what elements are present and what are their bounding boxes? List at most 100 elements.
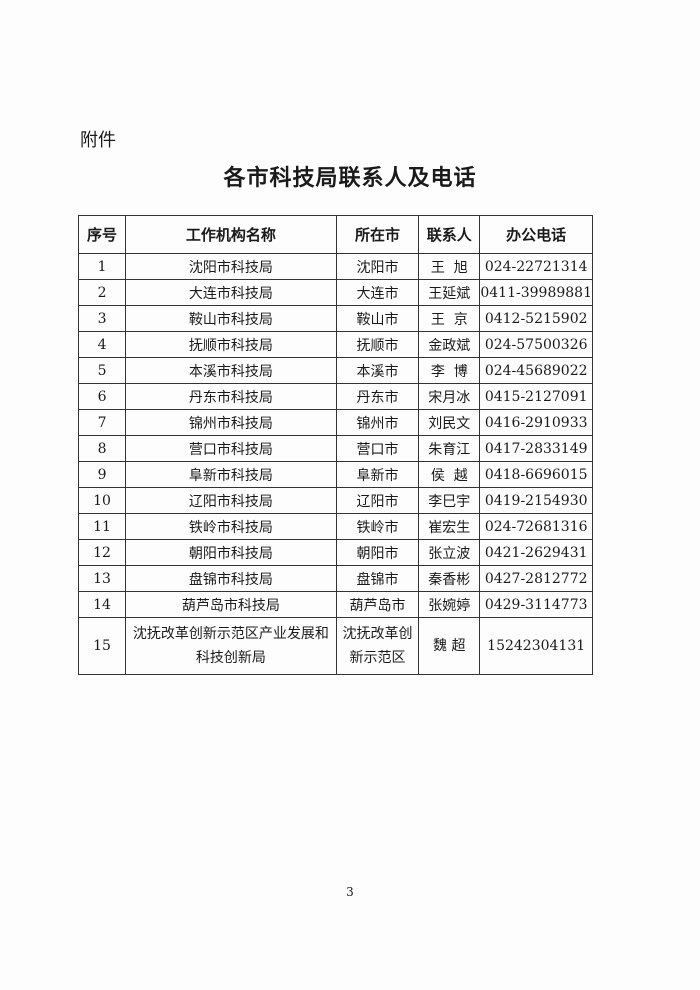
cell-contact: 魏 超 <box>418 617 481 675</box>
cell-city: 朝阳市 <box>335 539 420 566</box>
header-phone: 办公电话 <box>479 215 593 254</box>
page-number: 3 <box>346 885 354 899</box>
cell-phone: 0415-2127091 <box>479 383 593 410</box>
cell-index: 4 <box>77 331 127 358</box>
table-row: 11 铁岭市科技局 铁岭市 崔宏生 024-72681316 <box>77 513 593 540</box>
cell-index: 1 <box>77 253 127 280</box>
cell-index: 3 <box>77 305 127 332</box>
cell-index: 14 <box>77 591 127 618</box>
header-org: 工作机构名称 <box>125 215 337 254</box>
cell-phone: 0427-2812772 <box>479 565 593 592</box>
table-row: 7 锦州市科技局 锦州市 刘民文 0416-2910933 <box>77 409 593 436</box>
cell-org: 锦州市科技局 <box>125 409 337 436</box>
cell-index: 10 <box>77 487 127 514</box>
cell-contact: 王 京 <box>418 305 481 332</box>
cell-org: 抚顺市科技局 <box>125 331 337 358</box>
cell-org: 铁岭市科技局 <box>125 513 337 540</box>
table-row: 14 葫芦岛市科技局 葫芦岛市 张婉婷 0429-3114773 <box>77 591 593 618</box>
cell-city: 沈抚改革创新示范区 <box>335 617 420 675</box>
cell-contact: 张婉婷 <box>418 591 481 618</box>
cell-contact: 金政斌 <box>418 331 481 358</box>
table-row: 6 丹东市科技局 丹东市 宋月冰 0415-2127091 <box>77 383 593 410</box>
cell-contact: 王延斌 <box>418 279 481 306</box>
cell-org: 营口市科技局 <box>125 435 337 462</box>
cell-city: 葫芦岛市 <box>335 591 420 618</box>
contact-table: 序号 工作机构名称 所在市 联系人 办公电话 1 沈阳市科技局 沈阳市王 旭 024-… <box>77 215 593 675</box>
cell-org: 阜新市科技局 <box>125 461 337 488</box>
table-row: 8 营口市科技局 营口市 朱育江 0417-2833149 <box>77 435 593 462</box>
cell-org: 盘锦市科技局 <box>125 565 337 592</box>
cell-phone: 0417-2833149 <box>479 435 593 462</box>
cell-contact: 张立波 <box>418 539 481 566</box>
cell-contact: 李 博 <box>418 357 481 384</box>
table-header-row: 序号 工作机构名称 所在市 联系人 办公电话 <box>77 215 593 254</box>
cell-city: 鞍山市 <box>335 305 420 332</box>
cell-city: 盘锦市 <box>335 565 420 592</box>
cell-phone: 024-57500326 <box>479 331 593 358</box>
cell-phone: 0429-3114773 <box>479 591 593 618</box>
cell-index: 6 <box>77 383 127 410</box>
table-row: 12 朝阳市科技局 朝阳市 张立波 0421-2629431 <box>77 539 593 566</box>
cell-org: 辽阳市科技局 <box>125 487 337 514</box>
cell-org: 本溪市科技局 <box>125 357 337 384</box>
attachment-label: 附件 <box>80 130 116 151</box>
cell-phone: 024-72681316 <box>479 513 593 540</box>
cell-index: 9 <box>77 461 127 488</box>
cell-contact: 王 旭 <box>418 253 481 280</box>
cell-index: 5 <box>77 357 127 384</box>
cell-index: 13 <box>77 565 127 592</box>
cell-phone: 0418-6696015 <box>479 461 593 488</box>
cell-index: 7 <box>77 409 127 436</box>
cell-city: 抚顺市 <box>335 331 420 358</box>
cell-org: 沈阳市科技局 <box>125 253 337 280</box>
cell-contact: 宋月冰 <box>418 383 481 410</box>
cell-city: 丹东市 <box>335 383 420 410</box>
cell-org: 朝阳市科技局 <box>125 539 337 566</box>
header-contact: 联系人 <box>418 215 481 254</box>
cell-index: 11 <box>77 513 127 540</box>
table-row: 3 鞍山市科技局 鞍山市王 京 0412-5215902 <box>77 305 593 332</box>
cell-org: 大连市科技局 <box>125 279 337 306</box>
header-city: 所在市 <box>335 215 420 254</box>
cell-org: 葫芦岛市科技局 <box>125 591 337 618</box>
cell-phone: 0411-39989881 <box>479 279 593 306</box>
cell-phone: 024-22721314 <box>479 253 593 280</box>
cell-contact: 李巳宇 <box>418 487 481 514</box>
table-row: 2 大连市科技局 大连市 王延斌 0411-39989881 <box>77 279 593 306</box>
cell-city: 本溪市 <box>335 357 420 384</box>
cell-city: 营口市 <box>335 435 420 462</box>
cell-index: 2 <box>77 279 127 306</box>
cell-phone: 0416-2910933 <box>479 409 593 436</box>
table-row: 9 阜新市科技局 阜新市侯 越 0418-6696015 <box>77 461 593 488</box>
cell-city: 大连市 <box>335 279 420 306</box>
header-index: 序号 <box>77 215 127 254</box>
page-title: 各市科技局联系人及电话 <box>223 165 477 191</box>
cell-contact: 侯 越 <box>418 461 481 488</box>
cell-phone: 0421-2629431 <box>479 539 593 566</box>
cell-phone: 0419-2154930 <box>479 487 593 514</box>
table-row: 4 抚顺市科技局 抚顺市 金政斌 024-57500326 <box>77 331 593 358</box>
cell-city: 锦州市 <box>335 409 420 436</box>
table-row: 13 盘锦市科技局 盘锦市 秦香彬 0427-2812772 <box>77 565 593 592</box>
cell-org: 鞍山市科技局 <box>125 305 337 332</box>
table-row: 1 沈阳市科技局 沈阳市王 旭 024-22721314 <box>77 253 593 280</box>
cell-city: 沈阳市 <box>335 253 420 280</box>
cell-phone: 024-45689022 <box>479 357 593 384</box>
cell-city: 阜新市 <box>335 461 420 488</box>
cell-city: 辽阳市 <box>335 487 420 514</box>
cell-index: 8 <box>77 435 127 462</box>
cell-index: 12 <box>77 539 127 566</box>
cell-phone: 15242304131 <box>479 617 593 675</box>
cell-org: 沈抚改革创新示范区产业发展和科技创新局 <box>125 617 337 675</box>
cell-contact: 秦香彬 <box>418 565 481 592</box>
cell-index: 15 <box>77 617 127 675</box>
cell-org: 丹东市科技局 <box>125 383 337 410</box>
table-row: 5 本溪市科技局 本溪市李 博 024-45689022 <box>77 357 593 384</box>
cell-contact: 崔宏生 <box>418 513 481 540</box>
cell-contact: 朱育江 <box>418 435 481 462</box>
cell-city: 铁岭市 <box>335 513 420 540</box>
table-row: 15 沈抚改革创新示范区产业发展和科技创新局 沈抚改革创新示范区魏 超 1524230… <box>77 617 593 675</box>
cell-contact: 刘民文 <box>418 409 481 436</box>
table-row: 10 辽阳市科技局 辽阳市 李巳宇 0419-2154930 <box>77 487 593 514</box>
